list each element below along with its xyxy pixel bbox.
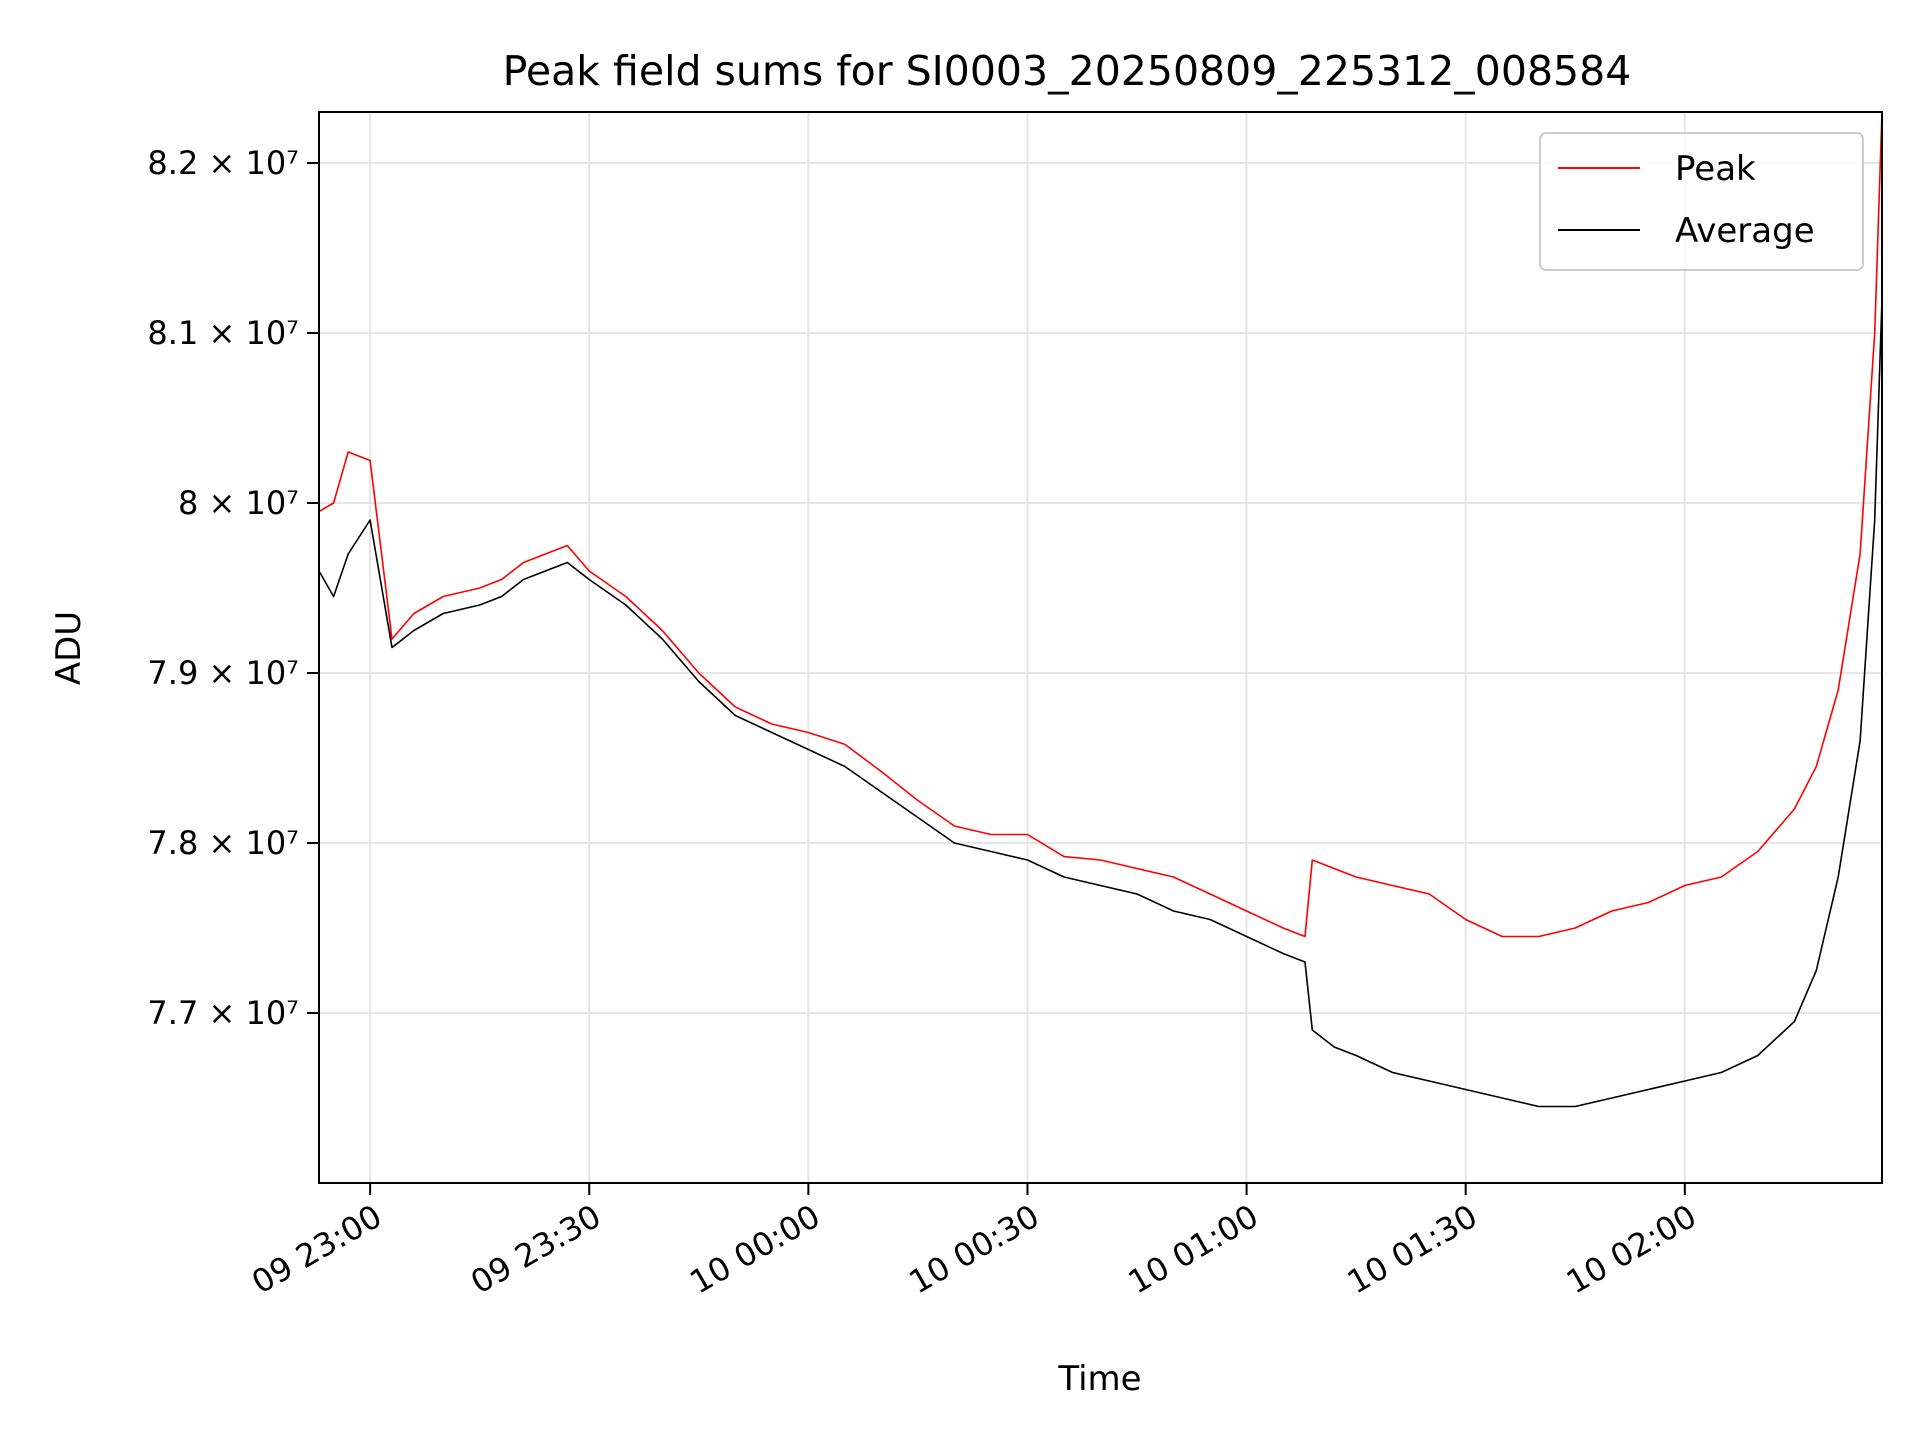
- y-tick-label: 8.2 × 10⁷: [147, 144, 299, 182]
- series-line-average: [319, 298, 1882, 1108]
- x-axis-ticks: 09 23:00 09 23:30 10 00:00 10 00:30 10 01:00…: [245, 1183, 1703, 1301]
- series-line-peak: [319, 112, 1882, 938]
- y-tick-label: 7.7 × 10⁷: [147, 994, 299, 1032]
- grid: [319, 112, 1882, 1183]
- y-tick-label: 8 × 10⁷: [178, 484, 299, 522]
- y-axis-title: ADU: [49, 611, 89, 685]
- legend-label-peak: Peak: [1675, 149, 1756, 189]
- x-tick-label: 09 23:30: [464, 1197, 607, 1301]
- x-tick-label: 10 01:30: [1341, 1197, 1484, 1301]
- series-group: [319, 112, 1882, 1108]
- y-axis-ticks: 7.7 × 10⁷ 7.8 × 10⁷ 7.9 × 10⁷ 8 × 10⁷ 8.1 × …: [147, 144, 319, 1032]
- x-axis-title: Time: [1057, 1359, 1141, 1399]
- plot-frame: [318, 111, 1883, 1184]
- chart-title: Peak field sums for SI0003_20250809_2253…: [503, 47, 1632, 95]
- x-tick-label: 10 01:00: [1122, 1197, 1265, 1301]
- x-tick-label: 09 23:00: [245, 1197, 388, 1301]
- y-tick-label: 8.1 × 10⁷: [147, 314, 299, 352]
- y-tick-label: 7.8 × 10⁷: [147, 824, 299, 862]
- legend-label-average: Average: [1675, 211, 1815, 251]
- x-tick-label: 10 00:00: [683, 1197, 826, 1301]
- legend: Peak Average: [1539, 132, 1864, 271]
- y-tick-label: 7.9 × 10⁷: [147, 654, 299, 692]
- x-tick-label: 10 00:30: [903, 1197, 1046, 1301]
- x-tick-label: 10 02:00: [1560, 1197, 1703, 1301]
